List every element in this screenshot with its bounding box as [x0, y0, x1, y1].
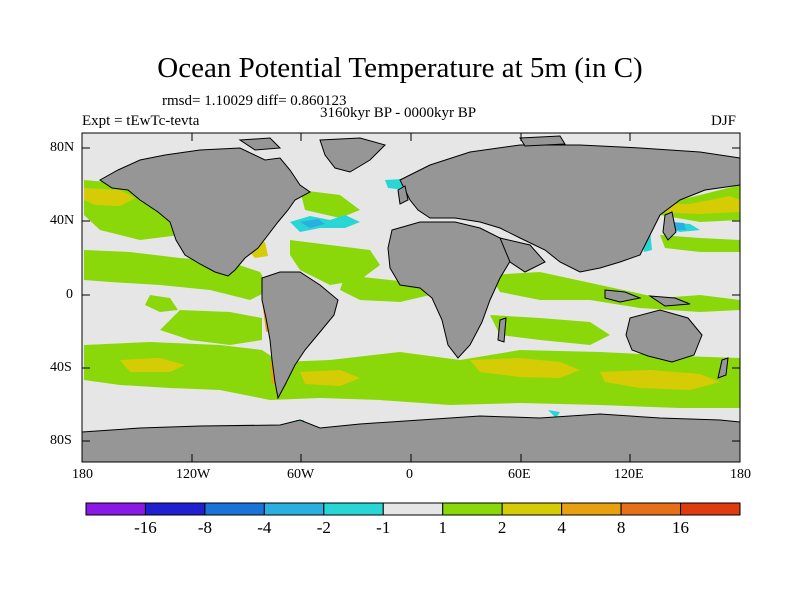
land-australia — [625, 309, 703, 363]
lon-label-180e: 180 — [730, 467, 751, 482]
colorbar-swatch — [204, 502, 265, 516]
land — [82, 135, 740, 462]
land-arabia — [499, 237, 546, 273]
period-label: 3160kyr BP - 0000kyr BP — [320, 105, 477, 121]
lat-label-0: 0 — [66, 287, 73, 302]
colorbar-label: -8 — [197, 518, 212, 537]
land-madagascar — [497, 317, 507, 343]
land-south-america — [261, 271, 339, 400]
colorbar-swatch — [323, 502, 384, 516]
colorbar-label: 4 — [557, 518, 566, 537]
land-north-america — [99, 147, 311, 277]
colorbar — [85, 502, 741, 516]
lat-label-40s: 40S — [50, 360, 72, 375]
chart-title: Ocean Potential Temperature at 5m (in C) — [157, 52, 643, 84]
colorbar-swatch — [620, 502, 682, 516]
colorbar-swatch — [561, 502, 622, 516]
colorbar-label: 2 — [497, 518, 507, 537]
colorbar-swatch — [680, 502, 741, 516]
land-africa — [387, 221, 513, 359]
lon-label-60e: 60E — [508, 467, 531, 482]
lat-label-80n: 80N — [50, 140, 75, 155]
lon-label-0: 0 — [406, 467, 413, 482]
colorbar-swatch — [263, 502, 325, 516]
colorbar-swatch — [144, 502, 206, 516]
land-uk — [397, 185, 409, 205]
land-new-zealand — [717, 357, 729, 379]
land-indonesia — [604, 289, 642, 303]
colorbar-swatch — [501, 502, 563, 516]
stats-label: rmsd= 1.10029 diff= 0.860123 — [162, 93, 347, 109]
land-antarctica — [82, 413, 740, 462]
land-japan — [662, 211, 677, 241]
season-label: DJF — [711, 113, 737, 129]
colorbar-label: -16 — [134, 518, 157, 537]
colorbar-swatch — [442, 502, 503, 516]
colorbar-label: 8 — [616, 518, 626, 537]
lon-label-120e: 120E — [614, 467, 644, 482]
colorbar-label: 16 — [672, 518, 690, 537]
lon-label-60w: 60W — [287, 467, 315, 482]
colorbar-label: 1 — [438, 518, 447, 537]
experiment-label: Expt = tEwTc-tevta — [82, 113, 200, 129]
colorbar-swatch — [382, 502, 444, 516]
land-greenland — [319, 137, 386, 173]
lat-label-80s: 80S — [50, 433, 72, 448]
colorbar-swatch — [85, 502, 146, 516]
axis-ticks — [81, 133, 741, 462]
lon-label-120w: 120W — [176, 467, 211, 482]
land-eurasia — [399, 144, 740, 273]
lat-label-40n: 40N — [50, 213, 75, 228]
colorbar-label: -1 — [376, 518, 391, 537]
colorbar-label: -2 — [316, 518, 331, 537]
lon-label-180w: 180 — [72, 467, 93, 482]
colorbar-label: -4 — [257, 518, 272, 537]
